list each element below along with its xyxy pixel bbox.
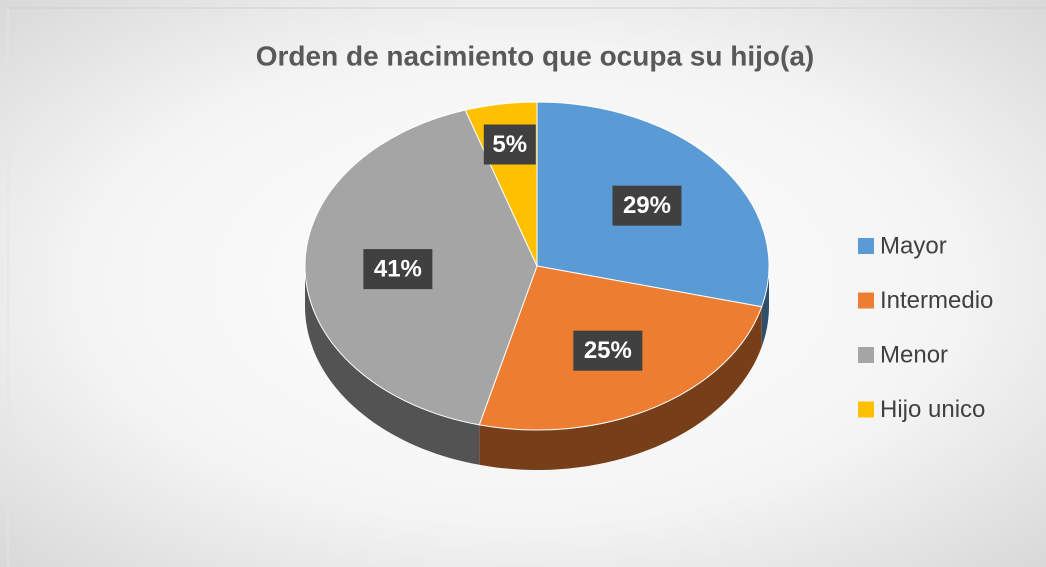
chart-title: Orden de nacimiento que ocupa su hijo(a) bbox=[256, 40, 815, 71]
data-label: 5% bbox=[492, 131, 527, 158]
data-label: 41% bbox=[374, 255, 422, 282]
legend-swatch bbox=[858, 238, 874, 254]
data-label-box bbox=[363, 249, 433, 290]
legend-label: Intermedio bbox=[880, 287, 993, 314]
data-label: 25% bbox=[584, 337, 632, 364]
data-label-box bbox=[612, 185, 682, 226]
slice-side bbox=[305, 266, 480, 465]
legend-swatch bbox=[858, 292, 874, 309]
legend-label: Hijo unico bbox=[880, 396, 985, 423]
legend-swatch bbox=[858, 347, 874, 363]
legend: Mayor Intermedio Menor Hijo unico bbox=[858, 232, 993, 423]
slice-side bbox=[761, 266, 769, 347]
pie: 29% 25% 41% 5% bbox=[304, 101, 770, 470]
legend-label: Menor bbox=[880, 341, 948, 368]
legend-label: Mayor bbox=[880, 232, 947, 259]
data-label-box bbox=[483, 124, 536, 165]
slice-side bbox=[479, 306, 762, 470]
legend-swatch bbox=[858, 401, 874, 418]
data-label: 29% bbox=[623, 192, 671, 219]
data-label-box bbox=[573, 330, 643, 371]
